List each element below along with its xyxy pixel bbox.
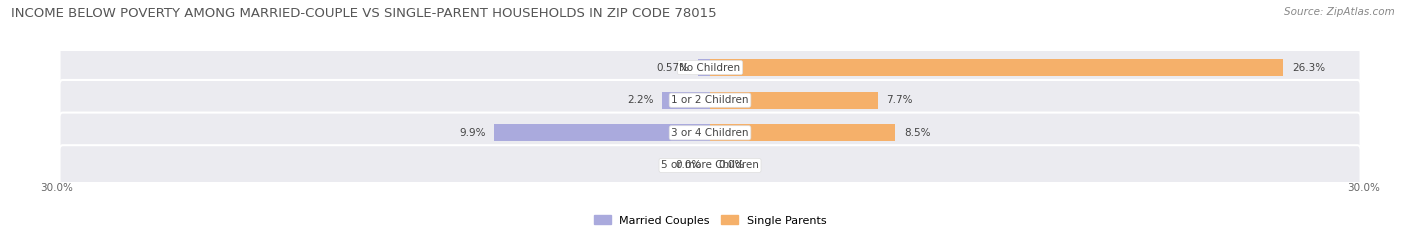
Bar: [710, 59, 1284, 76]
Bar: [710, 124, 896, 141]
Text: 7.7%: 7.7%: [887, 95, 912, 105]
Text: Source: ZipAtlas.com: Source: ZipAtlas.com: [1284, 7, 1395, 17]
Text: 2.2%: 2.2%: [627, 95, 654, 105]
Text: 5 or more Children: 5 or more Children: [661, 161, 759, 170]
Bar: [662, 92, 710, 109]
Legend: Married Couples, Single Parents: Married Couples, Single Parents: [589, 211, 831, 230]
Text: 0.57%: 0.57%: [655, 63, 689, 72]
Bar: [697, 59, 710, 76]
Text: 1 or 2 Children: 1 or 2 Children: [671, 95, 749, 105]
FancyBboxPatch shape: [59, 47, 1361, 88]
Bar: [495, 124, 710, 141]
Text: 0.0%: 0.0%: [675, 161, 702, 170]
Text: 8.5%: 8.5%: [904, 128, 931, 138]
FancyBboxPatch shape: [59, 80, 1361, 120]
Text: 26.3%: 26.3%: [1292, 63, 1324, 72]
FancyBboxPatch shape: [59, 113, 1361, 153]
Text: INCOME BELOW POVERTY AMONG MARRIED-COUPLE VS SINGLE-PARENT HOUSEHOLDS IN ZIP COD: INCOME BELOW POVERTY AMONG MARRIED-COUPL…: [11, 7, 717, 20]
Text: 9.9%: 9.9%: [460, 128, 485, 138]
FancyBboxPatch shape: [59, 145, 1361, 186]
Bar: [710, 92, 877, 109]
Text: No Children: No Children: [679, 63, 741, 72]
Text: 0.0%: 0.0%: [718, 161, 745, 170]
Text: 3 or 4 Children: 3 or 4 Children: [671, 128, 749, 138]
